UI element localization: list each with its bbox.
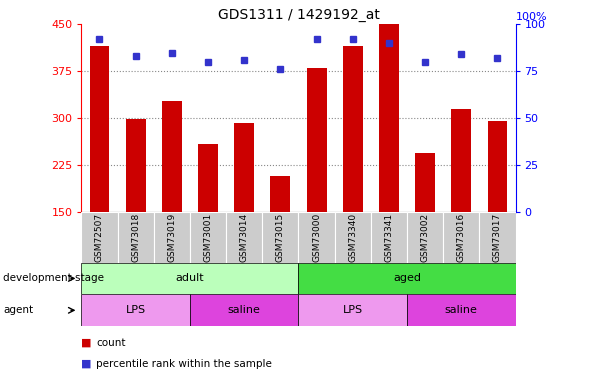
Text: GSM73017: GSM73017 [493,213,502,262]
Text: GSM73016: GSM73016 [457,213,466,262]
Bar [443,212,479,262]
Text: percentile rank within the sample: percentile rank within the sample [96,359,273,369]
Text: GSM72507: GSM72507 [95,213,104,262]
Bar [298,212,335,262]
Bar [270,176,290,212]
Text: GSM73341: GSM73341 [385,213,393,262]
Text: saline: saline [445,305,478,315]
Bar [298,262,516,294]
Text: adult: adult [175,273,204,284]
Bar [81,294,190,326]
Bar [90,46,110,212]
Bar [234,123,254,212]
Bar [198,144,218,212]
Text: GSM73014: GSM73014 [240,213,248,262]
Bar [415,153,435,212]
Bar [306,68,327,212]
Bar [162,100,182,212]
Bar [479,212,516,262]
Text: saline: saline [228,305,260,315]
Bar [298,294,407,326]
Bar [81,212,118,262]
Bar [118,212,154,262]
Bar [407,212,443,262]
Bar [407,294,516,326]
Text: GSM73018: GSM73018 [131,213,140,262]
Bar [226,212,262,262]
Bar [379,24,399,212]
Bar [154,212,190,262]
Text: count: count [96,338,126,348]
Text: GSM73015: GSM73015 [276,213,285,262]
Title: GDS1311 / 1429192_at: GDS1311 / 1429192_at [218,8,379,22]
Text: GSM73001: GSM73001 [204,213,212,262]
Text: ■: ■ [81,338,92,348]
Text: 100%: 100% [516,12,547,22]
Bar [190,294,298,326]
Text: aged: aged [393,273,421,284]
Text: GSM73002: GSM73002 [421,213,429,262]
Text: agent: agent [3,305,33,315]
Bar [125,119,145,212]
Bar [371,212,407,262]
Text: GSM73019: GSM73019 [168,213,176,262]
Text: ■: ■ [81,359,92,369]
Bar [335,212,371,262]
Bar [451,109,471,212]
Bar [81,262,298,294]
Text: LPS: LPS [125,305,146,315]
Text: GSM73000: GSM73000 [312,213,321,262]
Text: GSM73340: GSM73340 [349,213,357,262]
Bar [262,212,298,262]
Bar [487,121,507,212]
Text: development stage: development stage [3,273,104,284]
Bar [343,46,362,212]
Bar [190,212,226,262]
Text: LPS: LPS [343,305,363,315]
